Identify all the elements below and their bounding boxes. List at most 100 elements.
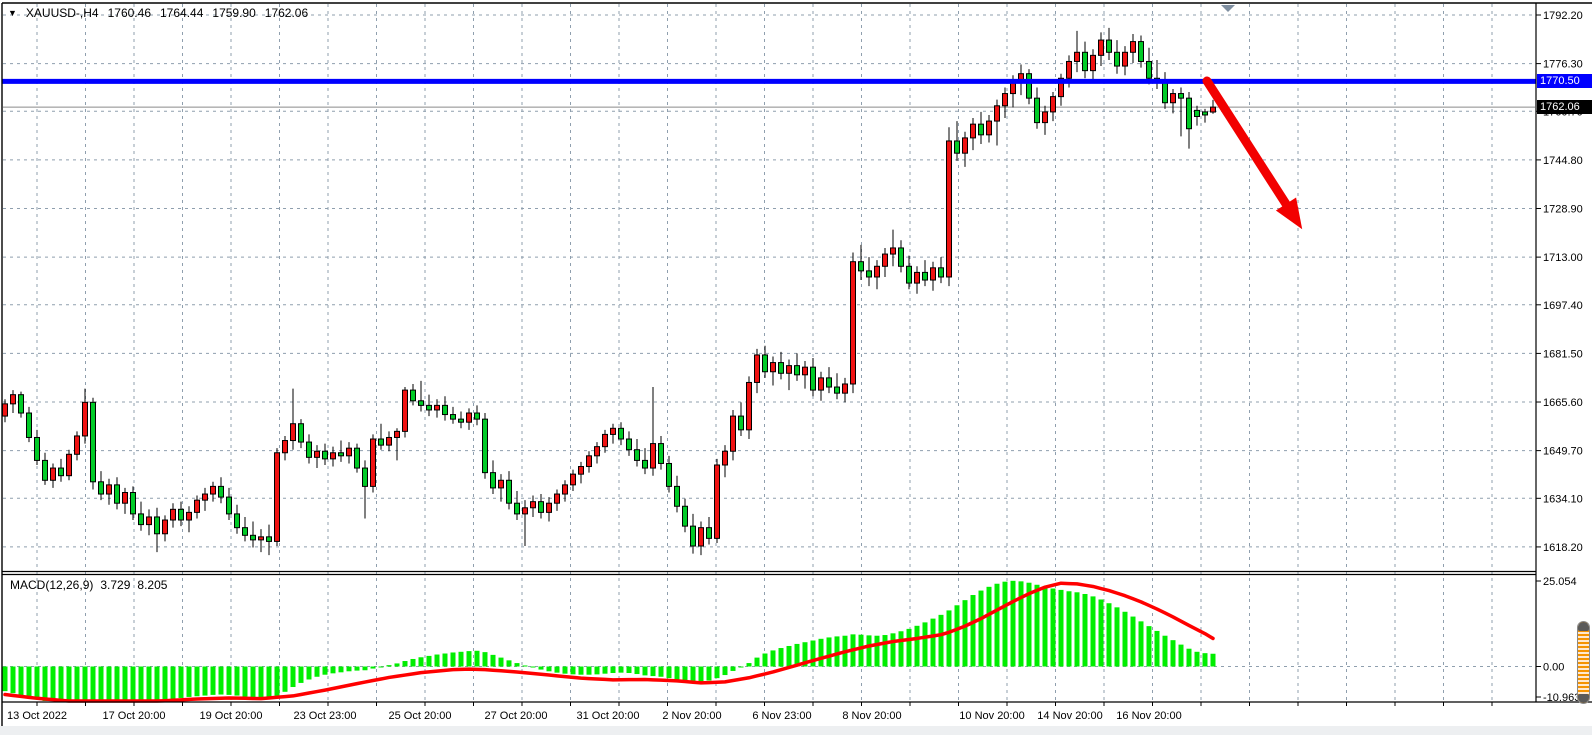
macd-histogram-bar [1178, 644, 1184, 667]
macd-value: 3.729 [100, 578, 131, 592]
macd-histogram-bar [250, 666, 256, 698]
macd-histogram-bar [650, 666, 656, 677]
macd-histogram-bar [274, 666, 280, 696]
macd-histogram-bar [522, 665, 528, 667]
macd-histogram-bar [18, 666, 24, 696]
macd-histogram-bar [698, 666, 704, 682]
macd-indicator-label: MACD(12,26,9) 3.729 8.205 [10, 578, 167, 592]
macd-histogram-bar [770, 650, 776, 667]
symbol-marker-icon: ▼ [8, 8, 17, 18]
macd-histogram-bar [962, 600, 968, 667]
candle-bearish [658, 443, 664, 464]
macd-histogram-bar [714, 666, 720, 679]
symbol-period-label: XAUUSD-,H4 [25, 6, 99, 20]
macd-histogram-bar [282, 666, 288, 692]
candle-bullish [802, 366, 808, 376]
macd-histogram-bar [1146, 626, 1152, 667]
candle-bullish [882, 253, 888, 267]
candle-bullish [578, 466, 584, 475]
macd-histogram-bar [1122, 611, 1128, 667]
candle-bullish [570, 473, 576, 486]
macd-histogram-bar [50, 666, 56, 701]
candle-bearish [34, 436, 40, 461]
candle-bearish [834, 386, 840, 394]
candle-bearish [1034, 97, 1040, 124]
candle-bearish [1194, 109, 1200, 117]
macd-histogram-bar [314, 666, 320, 677]
price-axis-label: 1649.70 [1543, 446, 1583, 458]
time-axis-label: 23 Oct 23:00 [294, 710, 357, 722]
candle-bullish [530, 501, 536, 509]
macd-histogram-bar [162, 666, 168, 701]
candle-bullish [258, 536, 264, 541]
candle-bullish [10, 394, 16, 405]
scrollbar-thumb[interactable] [1577, 621, 1590, 704]
chart-plot-area[interactable] [2, 3, 1536, 570]
macd-histogram-bar [794, 643, 800, 667]
time-axis-label: 6 Nov 23:00 [752, 710, 811, 722]
macd-histogram-bar [330, 666, 336, 674]
macd-histogram-bar [674, 666, 680, 680]
candle-bullish [546, 502, 552, 513]
macd-histogram-bar [1210, 653, 1216, 667]
macd-histogram-bar [554, 666, 560, 673]
candle-bullish [386, 436, 392, 446]
candle-bullish [754, 354, 760, 383]
macd-histogram-bar [122, 666, 128, 701]
price-axis-label: 1728.90 [1543, 204, 1583, 216]
macd-histogram-bar [690, 666, 696, 682]
candle-bullish [1002, 93, 1008, 107]
current-price-tag: 1762.06 [1537, 100, 1592, 114]
trend-arrow-object[interactable] [1202, 76, 1291, 209]
candle-bullish [970, 123, 976, 139]
macd-histogram-bar [1018, 581, 1024, 667]
macd-axis-label: 0.00 [1543, 662, 1564, 674]
candle-bullish [466, 412, 472, 423]
macd-histogram-bar [882, 635, 888, 667]
candle-bearish [234, 513, 240, 529]
macd-histogram-bar [394, 663, 400, 667]
candle-bearish [242, 527, 248, 536]
macd-name: MACD(12,26,9) [10, 578, 94, 592]
macd-plot-area[interactable] [2, 576, 1536, 702]
macd-histogram-bar [1130, 616, 1136, 667]
macd-histogram-bar [482, 652, 488, 667]
candle-bullish [370, 438, 376, 487]
macd-histogram-bar [466, 651, 472, 667]
candle-bearish [826, 377, 832, 388]
candle-bullish [1122, 51, 1128, 67]
trend-arrow-head[interactable] [1275, 197, 1303, 230]
macd-histogram-bar [1090, 596, 1096, 667]
macd-histogram-bar [106, 666, 112, 701]
macd-histogram-bar [58, 666, 64, 701]
candle-bullish [994, 105, 1000, 122]
candle-bullish [162, 519, 168, 535]
chart-shift-marker-icon[interactable] [1221, 5, 1235, 12]
time-axis[interactable] [2, 702, 1592, 726]
macd-histogram-bar [386, 665, 392, 667]
candle-bullish [274, 452, 280, 542]
macd-histogram-bar [754, 657, 760, 667]
candle-bearish [642, 459, 648, 469]
candle-bearish [1106, 39, 1112, 53]
candle-bearish [458, 418, 464, 423]
candle-bearish [538, 501, 544, 513]
candle-bullish [66, 453, 72, 477]
macd-histogram-bar [1002, 581, 1008, 667]
macd-histogram-bar [970, 595, 976, 667]
macd-histogram-bar [866, 635, 872, 667]
candle-bullish [586, 455, 592, 468]
candle-bearish [306, 441, 312, 458]
macd-histogram-bar [1066, 591, 1072, 667]
price-axis-label: 1713.00 [1543, 252, 1583, 264]
time-axis-label: 31 Oct 20:00 [577, 710, 640, 722]
macd-histogram-bar [546, 666, 552, 672]
candle-bullish [74, 435, 80, 455]
macd-histogram-bar [442, 653, 448, 667]
candle-bearish [866, 270, 872, 278]
candle-bearish [58, 467, 64, 477]
macd-histogram-bar [98, 666, 104, 701]
macd-histogram-bar [738, 666, 744, 668]
ohlc-high-value: 1764.44 [160, 6, 204, 20]
